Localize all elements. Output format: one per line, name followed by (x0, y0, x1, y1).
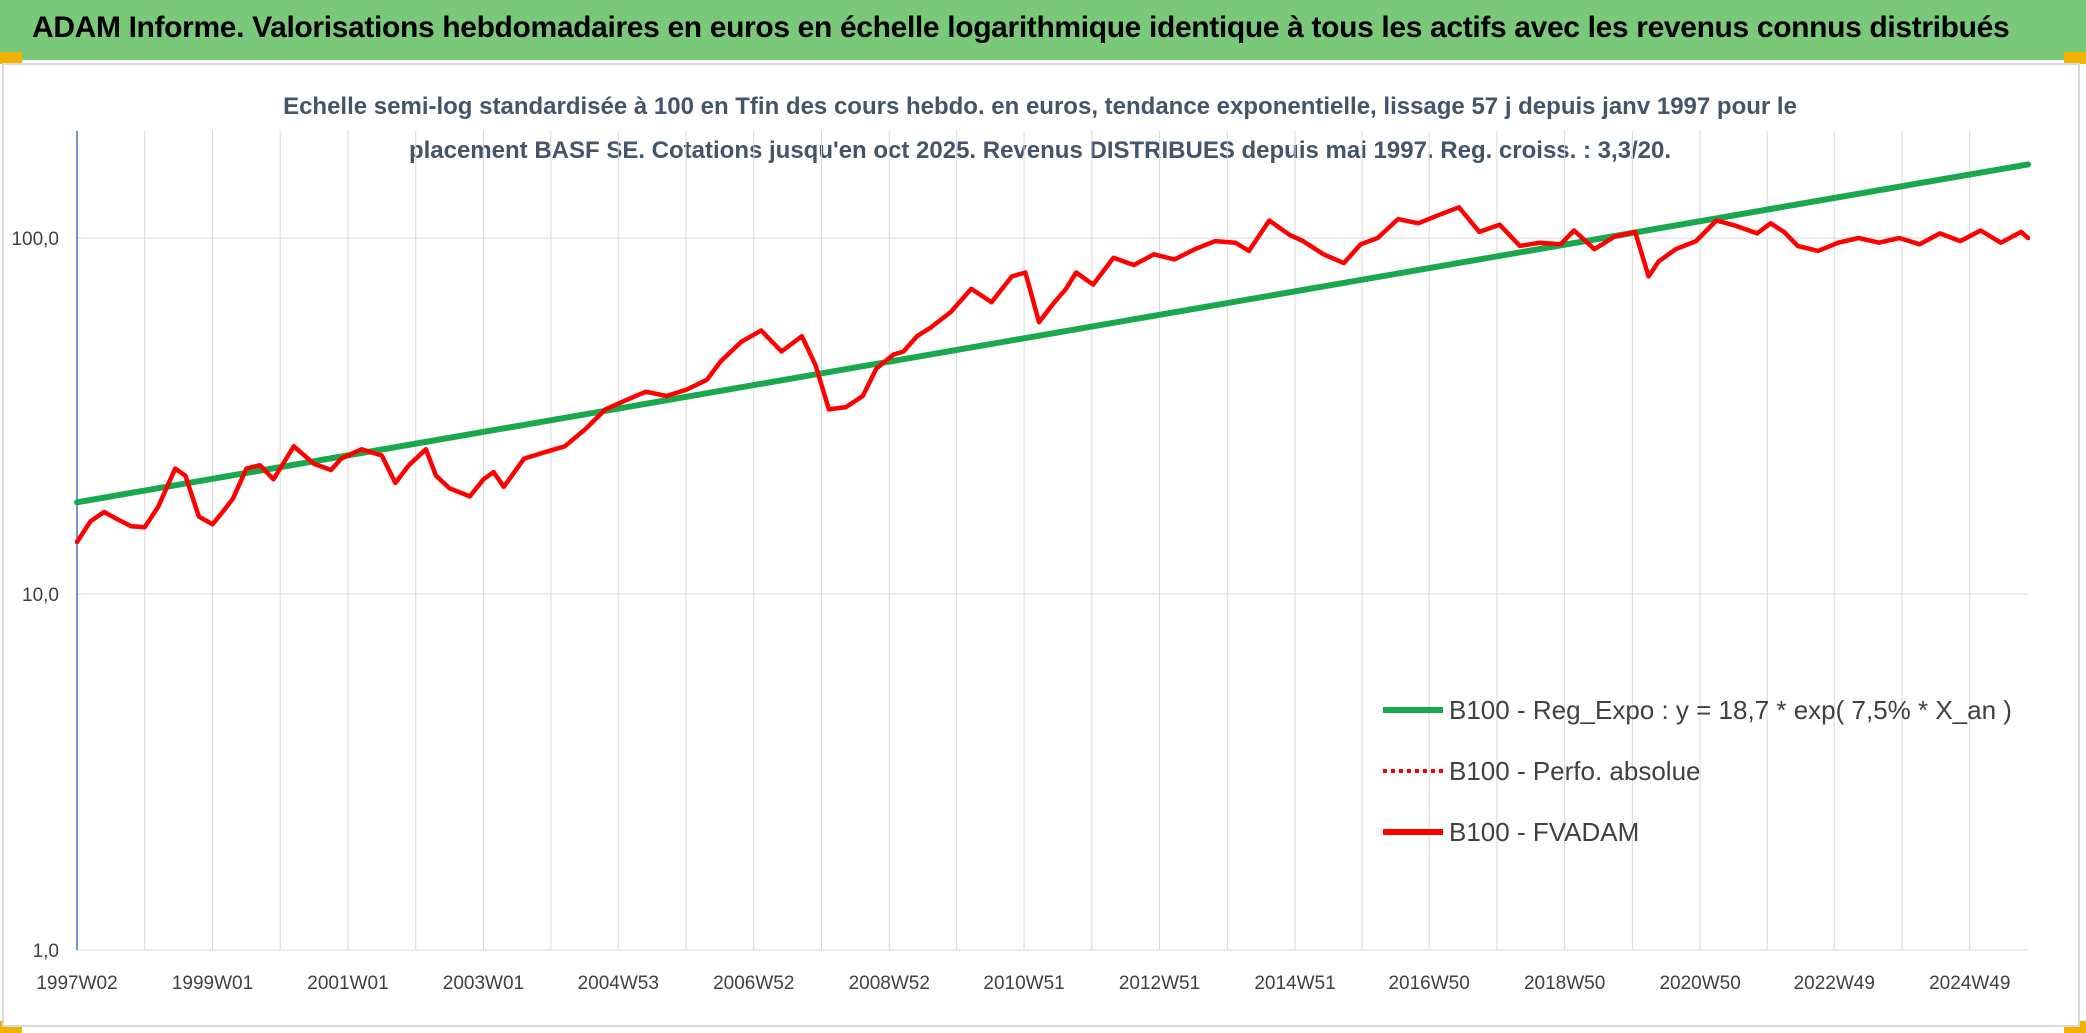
x-tick-label: 2010W51 (983, 973, 1064, 994)
vertical-gridlines (144, 130, 1971, 950)
x-tick-label: 2022W49 (1794, 973, 1875, 994)
corner-marker (0, 52, 22, 64)
series-line-reg-expo (74, 161, 2031, 506)
x-tick-label: 2012W51 (1119, 973, 1200, 994)
x-tick-label: 2004W53 (578, 973, 659, 994)
legend-label: B100 - Reg_Expo : y = 18,7 * exp( 7,5% *… (1449, 695, 2012, 725)
corner-marker (2064, 52, 2086, 64)
chart-legend: B100 - Reg_Expo : y = 18,7 * exp( 7,5% *… (1383, 695, 2012, 847)
y-tick-label: 10,0 (22, 585, 59, 606)
legend-label: B100 - FVADAM (1449, 817, 1639, 847)
x-tick-label: 2018W50 (1524, 973, 1605, 994)
x-tick-label: 2006W52 (713, 973, 794, 994)
x-tick-label: 2001W01 (307, 973, 388, 994)
horizontal-gridlines (77, 237, 2028, 951)
series-line-fvadam (74, 205, 2031, 545)
y-tick-label: 1,0 (33, 941, 59, 962)
x-tick-label: 2014W51 (1254, 973, 1335, 994)
x-tick-label: 2003W01 (443, 973, 524, 994)
series-lines (74, 161, 2031, 545)
y-tick-label: 100,0 (11, 229, 59, 250)
x-tick-label: 2020W50 (1659, 973, 1740, 994)
chart-subtitle-line-2: placement BASF SE. Cotations jusqu'en oc… (409, 137, 1671, 164)
x-tick-label: 1999W01 (172, 973, 253, 994)
report-header: ADAM Informe. Valorisations hebdomadaire… (0, 0, 2086, 60)
x-tick-labels: 1997W02 1999W01 2001W01 2003W01 2004W53 2006W… (36, 973, 2010, 994)
y-tick-labels: 1,0 10,0 100,0 (11, 229, 59, 962)
x-tick-label: 2008W52 (849, 973, 930, 994)
legend-label: B100 - Perfo. absolue (1449, 756, 1701, 786)
chart-subtitle-line-1: Echelle semi-log standardisée à 100 en T… (283, 93, 1797, 120)
x-tick-label: 2016W50 (1388, 973, 1469, 994)
report-title: ADAM Informe. Valorisations hebdomadaire… (32, 11, 2010, 44)
x-tick-label: 1997W02 (36, 973, 117, 994)
x-tick-label: 2024W49 (1929, 973, 2010, 994)
